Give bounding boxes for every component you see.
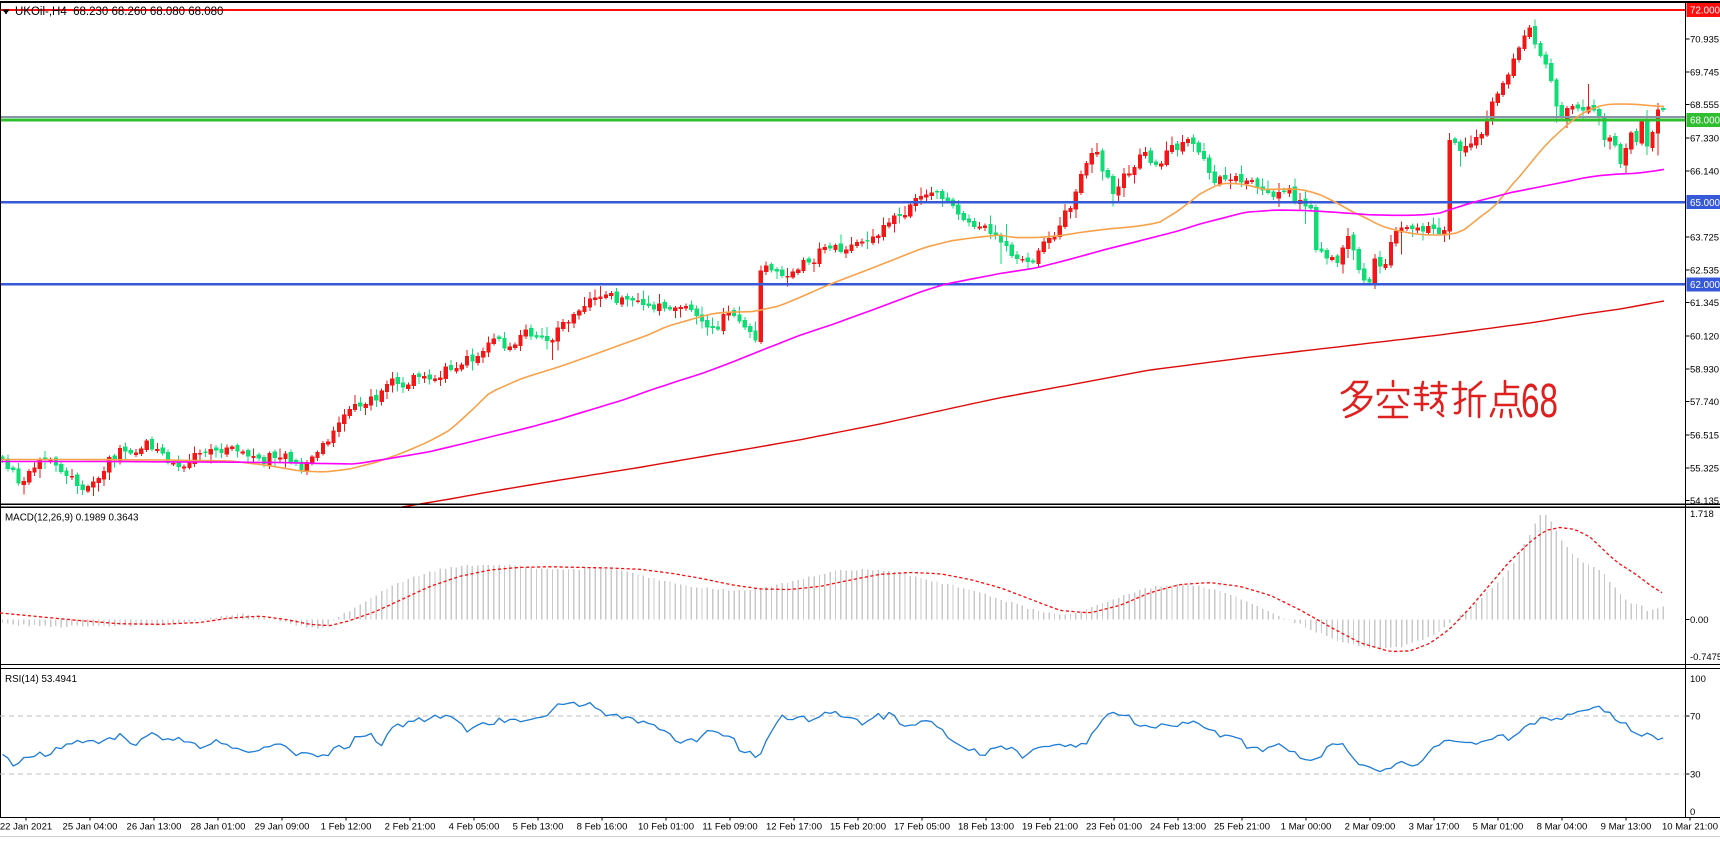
svg-text:65.000: 65.000 xyxy=(1690,198,1720,209)
svg-text:68.000: 68.000 xyxy=(1690,115,1720,126)
svg-text:25 Feb 21:00: 25 Feb 21:00 xyxy=(1214,822,1270,833)
svg-text:5 Feb 13:00: 5 Feb 13:00 xyxy=(513,822,564,833)
svg-text:10 Feb 01:00: 10 Feb 01:00 xyxy=(638,822,694,833)
svg-text:15 Feb 20:00: 15 Feb 20:00 xyxy=(830,822,886,833)
svg-text:22 Jan 2021: 22 Jan 2021 xyxy=(0,822,52,833)
svg-text:56.515: 56.515 xyxy=(1690,431,1719,442)
svg-text:UKOil-,H4 68.230 68.260 68.08: UKOil-,H4 68.230 68.260 68.080 68.080 xyxy=(15,6,223,18)
svg-text:23 Feb 01:00: 23 Feb 01:00 xyxy=(1086,822,1142,833)
svg-text:0.00: 0.00 xyxy=(1690,615,1709,626)
svg-text:70: 70 xyxy=(1690,712,1701,723)
svg-text:17 Feb 05:00: 17 Feb 05:00 xyxy=(894,822,950,833)
svg-text:68.555: 68.555 xyxy=(1690,100,1719,111)
svg-text:61.345: 61.345 xyxy=(1690,298,1719,309)
svg-text:9 Mar 13:00: 9 Mar 13:00 xyxy=(1601,822,1652,833)
svg-text:100: 100 xyxy=(1690,674,1706,685)
svg-text:12 Feb 17:00: 12 Feb 17:00 xyxy=(766,822,822,833)
svg-text:5 Mar 01:00: 5 Mar 01:00 xyxy=(1473,822,1524,833)
svg-text:72.000: 72.000 xyxy=(1690,6,1720,17)
svg-text:62.535: 62.535 xyxy=(1690,265,1719,276)
svg-text:8 Feb 16:00: 8 Feb 16:00 xyxy=(577,822,628,833)
svg-text:60.120: 60.120 xyxy=(1690,332,1719,343)
svg-text:30: 30 xyxy=(1690,770,1701,781)
svg-text:26 Jan 13:00: 26 Jan 13:00 xyxy=(127,822,182,833)
svg-text:RSI(14) 53.4941: RSI(14) 53.4941 xyxy=(5,674,77,685)
svg-text:2 Feb 21:00: 2 Feb 21:00 xyxy=(385,822,436,833)
svg-text:19 Feb 21:00: 19 Feb 21:00 xyxy=(1022,822,1078,833)
svg-text:-0.7475: -0.7475 xyxy=(1690,652,1720,663)
svg-text:55.325: 55.325 xyxy=(1690,463,1719,474)
svg-text:1 Mar 00:00: 1 Mar 00:00 xyxy=(1281,822,1332,833)
svg-text:11 Feb 09:00: 11 Feb 09:00 xyxy=(702,822,757,833)
svg-text:4 Feb 05:00: 4 Feb 05:00 xyxy=(449,822,500,833)
svg-text:54.135: 54.135 xyxy=(1690,496,1719,507)
svg-text:28 Jan 01:00: 28 Jan 01:00 xyxy=(191,822,246,833)
svg-text:67.330: 67.330 xyxy=(1690,134,1719,145)
svg-text:63.725: 63.725 xyxy=(1690,233,1719,244)
svg-text:70.935: 70.935 xyxy=(1690,35,1719,46)
svg-text:2 Mar 09:00: 2 Mar 09:00 xyxy=(1345,822,1396,833)
svg-text:62.000: 62.000 xyxy=(1690,280,1720,291)
svg-text:66.140: 66.140 xyxy=(1690,166,1719,177)
svg-text:1 Feb 12:00: 1 Feb 12:00 xyxy=(321,822,372,833)
svg-text:10 Mar 21:00: 10 Mar 21:00 xyxy=(1662,822,1718,833)
svg-text:MACD(12,26,9) 0.1989 0.3643: MACD(12,26,9) 0.1989 0.3643 xyxy=(5,513,139,524)
svg-text:24 Feb 13:00: 24 Feb 13:00 xyxy=(1150,822,1206,833)
svg-text:57.740: 57.740 xyxy=(1690,397,1719,408)
svg-text:1.718: 1.718 xyxy=(1690,509,1714,520)
svg-text:58.930: 58.930 xyxy=(1690,364,1719,375)
svg-text:68: 68 xyxy=(1521,375,1558,428)
svg-text:18 Feb 13:00: 18 Feb 13:00 xyxy=(958,822,1014,833)
svg-text:29 Jan 09:00: 29 Jan 09:00 xyxy=(255,822,310,833)
svg-text:69.745: 69.745 xyxy=(1690,67,1719,78)
svg-text:3 Mar 17:00: 3 Mar 17:00 xyxy=(1409,822,1460,833)
svg-text:8 Mar 04:00: 8 Mar 04:00 xyxy=(1537,822,1588,833)
svg-text:25 Jan 04:00: 25 Jan 04:00 xyxy=(63,822,118,833)
svg-text:0: 0 xyxy=(1690,807,1695,818)
